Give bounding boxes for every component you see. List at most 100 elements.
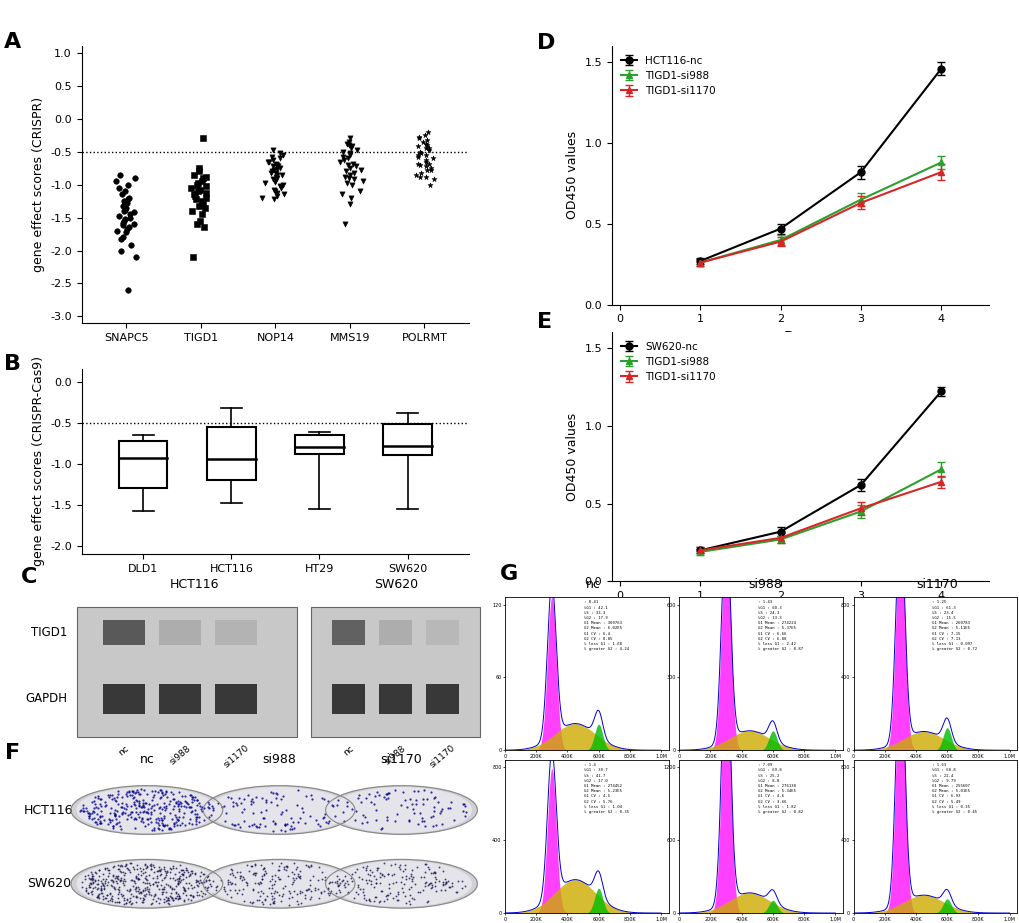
Text: HCT116: HCT116 [169,578,218,591]
Point [108,174,124,188]
Text: nc: nc [586,578,600,591]
Circle shape [209,861,348,906]
Point [271,161,287,175]
Point [420,143,436,158]
Point [268,168,284,183]
Point [271,150,287,165]
Point [263,165,279,180]
Point [109,223,125,238]
Point [184,250,201,265]
Point [420,141,436,156]
Point [415,135,431,150]
Point [419,138,435,152]
Point [265,192,281,207]
X-axis label: Days: Days [783,606,817,621]
Point [113,243,129,258]
Point [335,152,352,167]
Point [266,183,282,198]
Circle shape [203,859,355,908]
FancyBboxPatch shape [294,435,343,454]
Point [115,218,131,233]
Point [333,187,350,202]
Point [116,211,132,226]
Circle shape [71,859,222,908]
Point [337,164,354,179]
Point [344,156,361,171]
Point [341,146,358,161]
FancyBboxPatch shape [119,441,167,488]
Point [420,156,436,171]
Legend: HCT116-nc, TIGD1-si988, TIGD1-si1170: HCT116-nc, TIGD1-si988, TIGD1-si1170 [616,52,719,100]
Point [334,144,351,159]
Point [115,198,131,213]
Point [117,184,133,198]
Point [267,174,283,189]
Point [191,161,207,175]
FancyBboxPatch shape [379,684,412,713]
Point [126,217,143,232]
Text: si988: si988 [747,578,782,591]
FancyBboxPatch shape [426,620,459,645]
Point [275,148,291,162]
Point [275,177,291,192]
Text: E: E [536,312,551,332]
Point [117,200,133,215]
Point [120,190,137,205]
Point [339,158,356,173]
Point [334,150,351,164]
Circle shape [209,787,348,833]
Point [265,143,281,158]
Y-axis label: gene effect scores (CRISPR): gene effect scores (CRISPR) [32,97,45,272]
X-axis label: Days: Days [783,330,817,344]
Point [198,186,214,200]
Point [339,150,356,165]
Point [267,184,283,198]
Point [410,150,426,164]
Point [267,156,283,171]
Point [348,143,365,158]
Point [194,207,210,222]
Y-axis label: OD450 values: OD450 values [566,413,579,501]
Point [257,176,273,191]
Point [260,155,276,170]
FancyBboxPatch shape [159,684,201,713]
Point [345,172,362,186]
Point [122,238,139,253]
Text: SW620: SW620 [373,578,418,591]
Point [267,174,283,188]
Point [343,139,360,154]
FancyBboxPatch shape [332,684,365,713]
FancyBboxPatch shape [159,620,201,645]
Point [411,131,427,146]
Point [341,161,358,175]
Point [341,148,358,162]
Text: si1170: si1170 [380,753,422,766]
Point [419,162,435,177]
Point [111,209,127,223]
FancyBboxPatch shape [215,684,257,713]
Point [353,162,369,177]
Text: SW620: SW620 [26,877,71,891]
Point [270,159,286,174]
Point [272,178,288,193]
Point [198,190,214,205]
Text: nc: nc [116,744,130,758]
Point [269,158,285,173]
FancyBboxPatch shape [332,620,365,645]
FancyBboxPatch shape [426,684,459,713]
Point [120,192,137,207]
Point [272,181,288,196]
Text: TIGD1: TIGD1 [31,626,67,639]
FancyBboxPatch shape [383,425,431,455]
Point [117,197,133,211]
Point [413,146,429,161]
Point [192,213,208,228]
Point [347,159,364,174]
Point [261,154,277,169]
FancyBboxPatch shape [207,426,256,480]
Point [269,189,285,204]
Point [263,150,279,164]
Point [423,161,439,175]
FancyBboxPatch shape [102,684,145,713]
Point [269,171,285,186]
